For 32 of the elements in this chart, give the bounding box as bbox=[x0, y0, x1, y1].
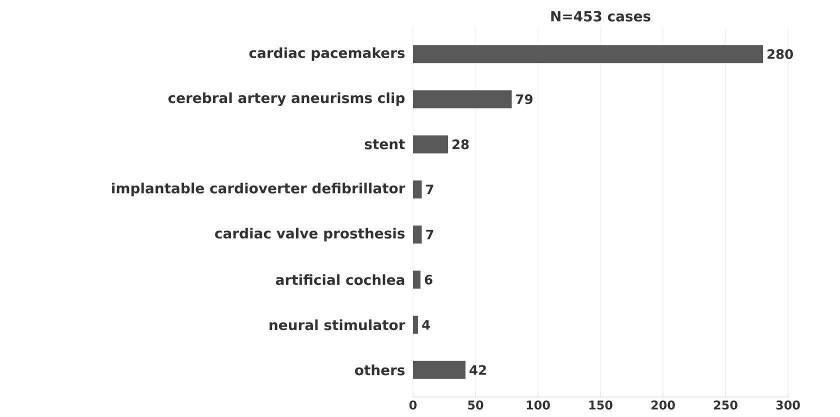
y-tick-label: others bbox=[355, 364, 405, 376]
bar bbox=[413, 90, 512, 108]
x-tick-label: 200 bbox=[651, 400, 675, 410]
data-label: 28 bbox=[452, 139, 469, 150]
chart-title: N=453 cases bbox=[551, 10, 650, 22]
x-tick-label: 0 bbox=[409, 400, 417, 410]
data-label: 6 bbox=[424, 274, 432, 285]
bar bbox=[413, 45, 764, 64]
y-tick-label: cardiac pacemakers bbox=[249, 47, 405, 61]
bar bbox=[413, 270, 421, 289]
bar bbox=[413, 316, 418, 334]
data-label: 79 bbox=[516, 94, 532, 104]
x-tick-label: 300 bbox=[776, 400, 800, 410]
data-label: 7 bbox=[426, 184, 434, 194]
y-tick-label: stent bbox=[364, 139, 405, 150]
bar bbox=[413, 360, 466, 379]
x-tick-label: 50 bbox=[468, 400, 484, 410]
y-tick-label: cerebral artery aneurisms clip bbox=[168, 92, 405, 106]
bar bbox=[413, 226, 422, 244]
x-tick-label: 150 bbox=[589, 400, 612, 410]
y-tick-label: neural stimulator bbox=[270, 319, 406, 330]
y-tick-label: implantable cardioverter defibrillator bbox=[112, 182, 406, 196]
bar bbox=[413, 135, 448, 154]
y-tick-label: cardiac valve prosthesis bbox=[215, 228, 405, 242]
data-label: 280 bbox=[768, 49, 793, 59]
x-tick-label: 250 bbox=[714, 400, 738, 410]
data-label: 4 bbox=[422, 320, 430, 330]
bar bbox=[413, 180, 422, 198]
x-tick-label: 100 bbox=[526, 400, 550, 410]
y-tick-label: artificial cochlea bbox=[276, 274, 404, 286]
data-label: 42 bbox=[470, 365, 486, 375]
data-label: 7 bbox=[426, 230, 434, 240]
